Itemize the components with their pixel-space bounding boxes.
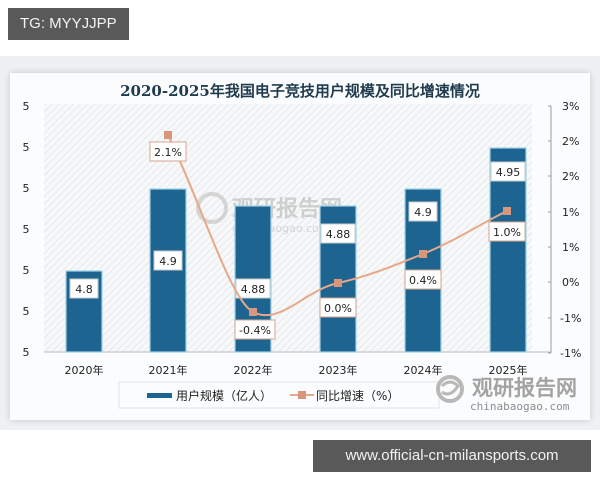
- right-tick: -1%: [560, 312, 581, 325]
- right-axis: 3% 2% 2% 1% 1% 0% -1% -1%: [548, 100, 581, 360]
- legend-bar-label: 用户规模（亿人）: [176, 388, 272, 403]
- growth-label-2022: -0.4%: [239, 324, 271, 337]
- marker-2021: [164, 131, 172, 139]
- x-axis-labels: 2020年 2021年 2022年 2023年 2024年 2025年: [65, 363, 528, 377]
- growth-line: [167, 134, 508, 317]
- bar-label-2020: 4.8: [75, 283, 93, 296]
- brand-name: 观研报告网: [472, 376, 577, 400]
- x-tick: 2024年: [404, 363, 443, 377]
- bar-label-2021: 4.9: [159, 255, 177, 268]
- right-tick: 2%: [562, 170, 579, 183]
- bar-label-2023: 4.88: [326, 228, 351, 241]
- growth-labels: 2.1% -0.4% 0.0% 0.4% 1.0%: [149, 141, 526, 340]
- bar-label-2022: 4.88: [241, 283, 266, 296]
- brand-watermark: 观研报告网 chinabaogao.com: [436, 375, 577, 413]
- growth-label-2021: 2.1%: [154, 146, 182, 159]
- bar-label-2024: 4.9: [414, 206, 432, 219]
- x-tick: 2025年: [489, 363, 528, 377]
- x-tick: 2023年: [319, 363, 358, 377]
- right-tick: 0%: [562, 276, 579, 289]
- right-tick: 3%: [562, 100, 579, 113]
- left-tick: 5: [23, 141, 30, 154]
- growth-markers: [164, 131, 511, 316]
- left-axis: 5 5 5 5 5 5 5: [23, 100, 30, 359]
- legend-bar-swatch: [147, 393, 172, 398]
- growth-label-2025: 1.0%: [493, 226, 521, 239]
- right-tick: -1%: [560, 347, 581, 360]
- growth-label-2024: 0.4%: [409, 274, 437, 287]
- bar-label-2025: 4.95: [496, 166, 521, 179]
- bottom-tag-label: www.official-cn-milansports.com: [313, 440, 591, 472]
- top-tag-label: TG: MYYJJPP: [8, 8, 129, 40]
- bar-2025: [489, 147, 527, 353]
- marker-2023: [334, 279, 342, 287]
- x-tick: 2022年: [234, 363, 273, 377]
- left-tick: 5: [23, 264, 30, 277]
- x-tick: 2020年: [65, 363, 104, 377]
- left-tick: 5: [23, 346, 30, 359]
- legend-line-label: 同比增速（%）: [316, 389, 399, 403]
- right-tick: 1%: [562, 241, 579, 254]
- brand-url: chinabaogao.com: [470, 400, 570, 413]
- marker-2022: [249, 308, 257, 316]
- growth-label-2023: 0.0%: [324, 302, 352, 315]
- legend: 用户规模（亿人） 同比增速（%）: [118, 381, 440, 409]
- chart-title: 2020-2025年我国电子竞技用户规模及同比增速情况: [120, 82, 480, 100]
- brand-logo-icon: [436, 375, 464, 403]
- left-tick: 5: [23, 100, 30, 113]
- marker-2025: [503, 207, 511, 215]
- plot-area: [44, 104, 532, 352]
- left-tick: 5: [23, 305, 30, 318]
- marker-2024: [419, 250, 427, 258]
- right-tick: 2%: [562, 135, 579, 148]
- left-tick: 5: [23, 182, 30, 195]
- left-tick: 5: [23, 223, 30, 236]
- right-tick: 1%: [562, 206, 579, 219]
- bar-labels: 4.8 4.9 4.88 4.88 4.9 4.95: [69, 161, 526, 299]
- x-tick: 2021年: [149, 363, 188, 377]
